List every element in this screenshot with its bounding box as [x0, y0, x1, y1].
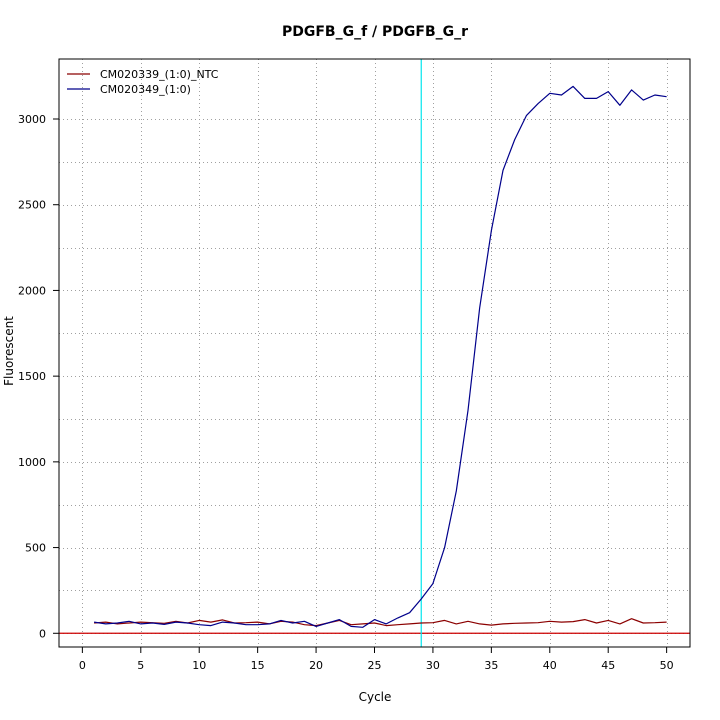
- x-axis: 0 5 10 15 20 25 30 35 40 45 50: [79, 647, 674, 672]
- x-tick-label: 50: [660, 659, 674, 672]
- y-axis: 0 500 1000 1500 2000 2500 3000: [18, 113, 59, 640]
- y-tick-label: 500: [25, 542, 46, 555]
- x-tick-label: 30: [426, 659, 440, 672]
- series-line-2: [94, 85, 667, 628]
- y-axis-label: Fluorescent: [2, 316, 16, 386]
- chart-title: PDGFB_G_f / PDGFB_G_r: [282, 24, 468, 40]
- x-tick-label: 45: [601, 659, 615, 672]
- y-tick-label: 2500: [18, 199, 46, 212]
- x-tick-label: 10: [192, 659, 206, 672]
- reference-lines: [59, 59, 690, 647]
- series-group: [94, 85, 667, 628]
- x-tick-label: 40: [543, 659, 557, 672]
- y-tick-label: 1500: [18, 370, 46, 383]
- series-line-1: [94, 618, 667, 627]
- legend: CM020339_(1:0)_NTC CM020349_(1:0): [67, 68, 219, 96]
- legend-label-2: CM020349_(1:0): [100, 83, 191, 96]
- y-tick-label: 0: [39, 627, 46, 640]
- y-tick-label: 3000: [18, 113, 46, 126]
- y-tick-label: 2000: [18, 284, 46, 297]
- x-tick-label: 0: [79, 659, 86, 672]
- x-tick-label: 5: [137, 659, 144, 672]
- legend-label-1: CM020339_(1:0)_NTC: [100, 68, 219, 81]
- x-tick-label: 35: [484, 659, 498, 672]
- x-tick-label: 20: [309, 659, 323, 672]
- x-axis-label: Cycle: [359, 690, 392, 704]
- x-tick-label: 25: [368, 659, 382, 672]
- x-tick-label: 15: [251, 659, 265, 672]
- y-tick-label: 1000: [18, 456, 46, 469]
